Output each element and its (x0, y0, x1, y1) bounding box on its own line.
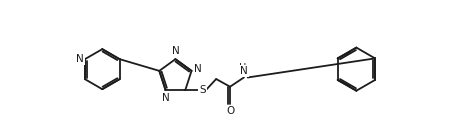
Text: N: N (194, 64, 202, 74)
Text: N: N (172, 46, 179, 56)
Text: N: N (240, 66, 248, 76)
Text: N: N (76, 54, 83, 64)
Text: H: H (239, 63, 247, 73)
Text: N: N (162, 93, 169, 103)
Text: O: O (226, 106, 234, 116)
Text: S: S (199, 85, 206, 95)
